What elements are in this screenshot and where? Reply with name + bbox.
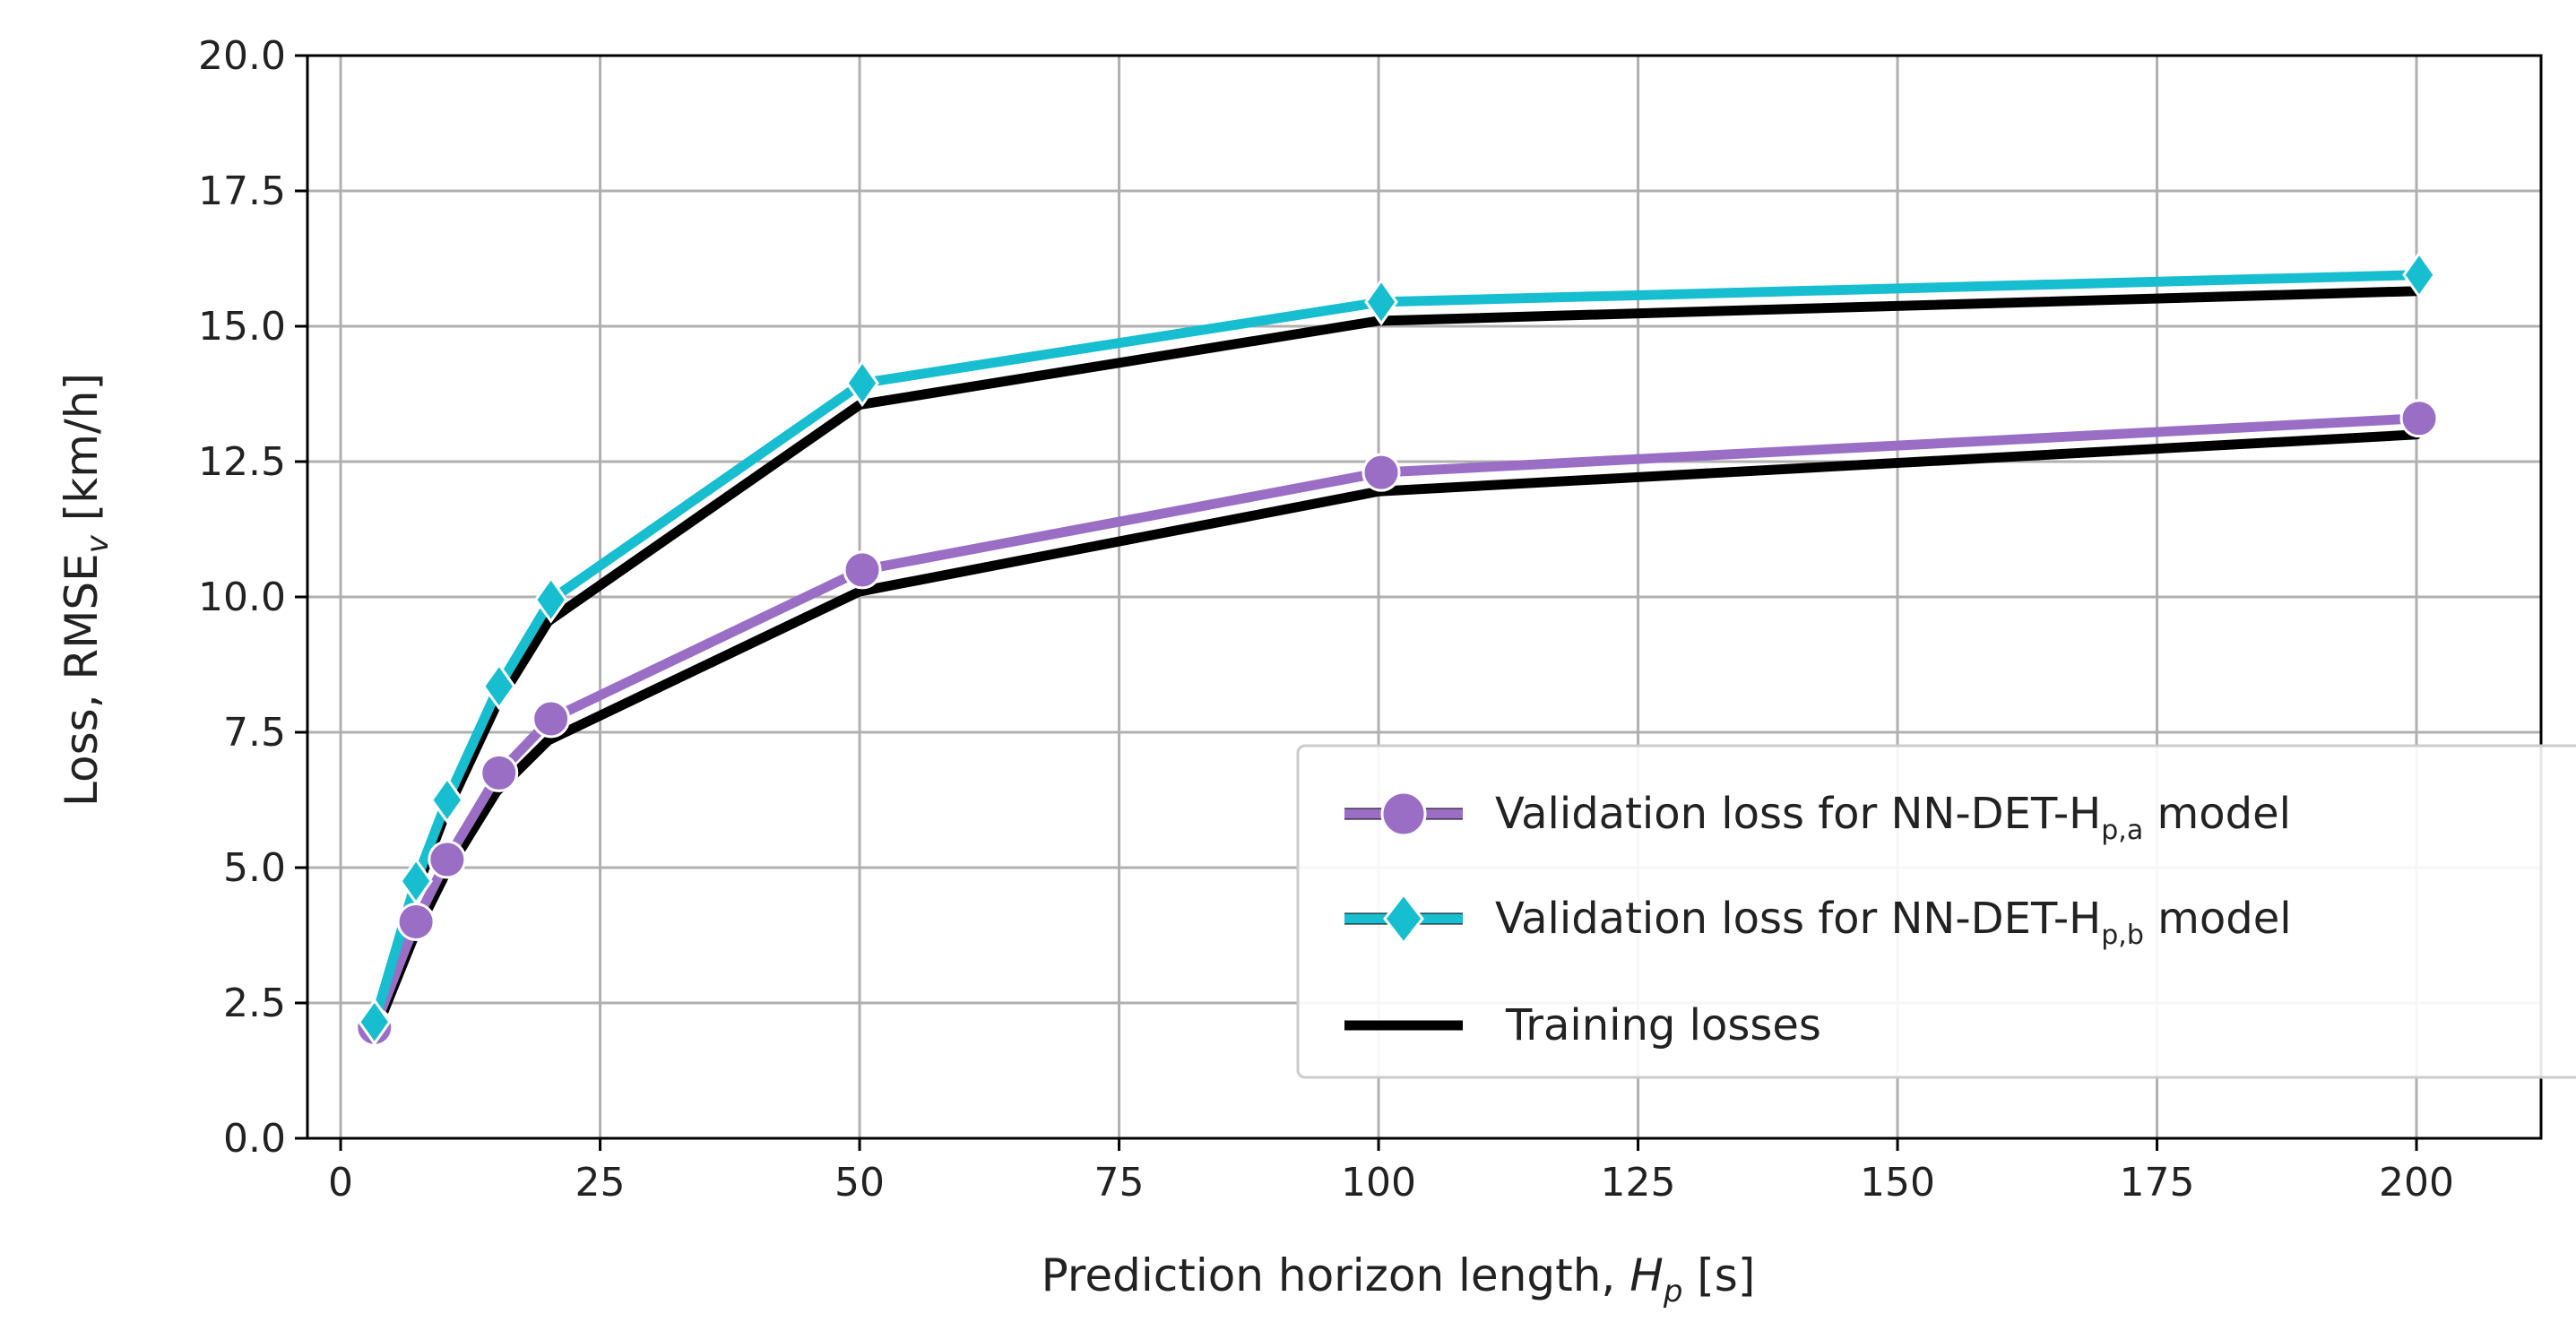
val-b-point xyxy=(481,662,516,711)
y-tick-label: 7.5 xyxy=(223,710,286,756)
y-tick-label: 12.5 xyxy=(198,439,286,485)
val-a-point xyxy=(428,840,467,879)
x-tick-label: 200 xyxy=(2379,1160,2454,1206)
val-b-point xyxy=(845,359,879,408)
legend-entry-training: Training losses xyxy=(1344,1000,1821,1050)
val-a-point xyxy=(532,699,571,739)
x-tick-label: 175 xyxy=(2120,1160,2195,1206)
val-a-point xyxy=(843,550,882,590)
x-tick-label: 100 xyxy=(1341,1160,1416,1206)
x-tick-label: 150 xyxy=(1860,1160,1935,1206)
tick-labels: 0 25 50 75 100 125 150 175 200 0.0 2.5 5.0 7.5 10.0 12… xyxy=(198,33,2454,1206)
x-axis-title: Prediction horizon length, Hp [s] xyxy=(1042,1249,1756,1309)
x-tick-label: 50 xyxy=(834,1160,885,1206)
val-b-point xyxy=(1364,278,1398,326)
legend-marker-circle xyxy=(1380,791,1427,837)
val-a-point xyxy=(1361,453,1401,492)
y-tick-label: 5.0 xyxy=(223,845,286,891)
val-b-point xyxy=(399,857,433,905)
y-tick-label: 20.0 xyxy=(198,33,286,79)
y-tick-label: 0.0 xyxy=(223,1116,286,1162)
x-tick-label: 0 xyxy=(328,1160,353,1206)
legend-box xyxy=(1296,744,2576,1079)
val-a-point xyxy=(480,753,519,792)
x-tick-label: 25 xyxy=(575,1160,626,1206)
y-tick-label: 17.5 xyxy=(198,169,286,214)
legend-entry-val-a: Validation loss for NN-DET-Hp,a model xyxy=(1344,789,2291,846)
ticks xyxy=(295,54,2418,1151)
y-tick-label: 15.0 xyxy=(198,304,286,350)
legend-label-val-b: Validation loss for NN-DET-Hp,b model xyxy=(1495,894,2292,951)
legend-label-val-a: Validation loss for NN-DET-Hp,a model xyxy=(1495,789,2291,846)
legend-label-training: Training losses xyxy=(1505,1000,1821,1050)
val-b-point xyxy=(357,998,392,1046)
markers xyxy=(355,251,2439,1047)
legend: Validation loss for NN-DET-Hp,a model Va… xyxy=(1296,744,2576,1079)
y-tick-label: 2.5 xyxy=(223,981,286,1026)
val-a-point xyxy=(396,902,436,941)
x-tick-label: 125 xyxy=(1601,1160,1676,1206)
val-a-point xyxy=(2399,399,2439,438)
y-tick-label: 10.0 xyxy=(198,575,286,620)
y-axis-title: Loss, RMSEv [km/h] xyxy=(56,373,116,807)
legend-entry-val-b: Validation loss for NN-DET-Hp,b model xyxy=(1344,892,2292,951)
legend-marker-diamond xyxy=(1383,892,1424,946)
val-b-point xyxy=(533,575,568,624)
x-tick-label: 75 xyxy=(1094,1160,1145,1206)
val-b-point xyxy=(430,775,464,825)
val-b-point xyxy=(2402,251,2436,299)
